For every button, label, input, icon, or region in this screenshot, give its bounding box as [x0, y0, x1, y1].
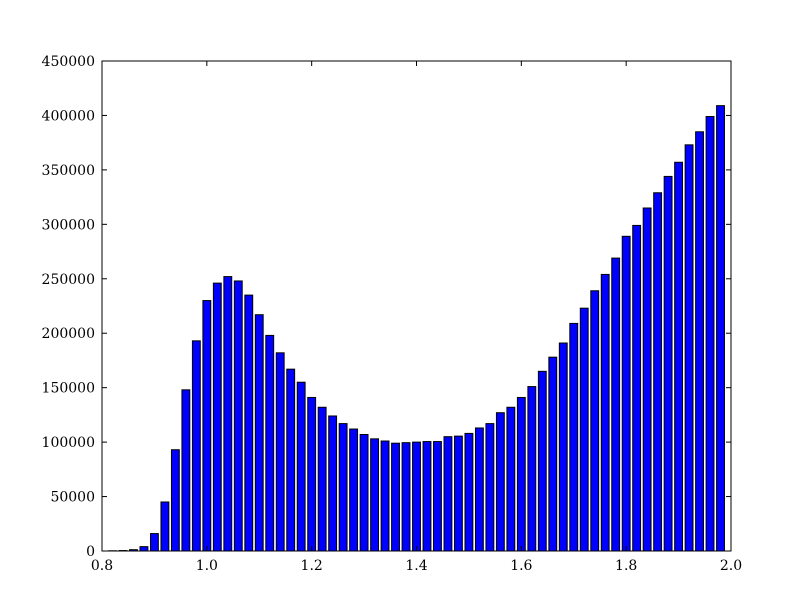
- bar: [632, 224, 642, 552]
- bar: [149, 533, 159, 552]
- bar: [265, 334, 275, 552]
- bar: [254, 314, 264, 552]
- bar: [380, 440, 390, 552]
- bar: [328, 415, 338, 552]
- bar: [401, 442, 411, 552]
- bar: [139, 546, 149, 552]
- bar: [443, 436, 453, 552]
- bar: [275, 352, 285, 552]
- bar: [485, 423, 495, 552]
- bar: [181, 389, 191, 552]
- bar: [212, 282, 222, 552]
- bar: [674, 161, 684, 552]
- bar: [464, 432, 474, 552]
- bar: [370, 438, 380, 552]
- bar: [422, 441, 432, 552]
- bar: [663, 175, 673, 552]
- y-tick-label: 400000: [42, 108, 95, 124]
- x-tick-label: 1.8: [615, 558, 637, 574]
- bars-group: [108, 105, 725, 552]
- bar: [170, 449, 180, 552]
- bar: [495, 412, 505, 552]
- bar: [191, 340, 201, 552]
- bar: [307, 396, 317, 552]
- bar: [684, 144, 694, 552]
- bar: [433, 441, 442, 552]
- bar: [516, 396, 526, 552]
- bar: [244, 294, 254, 552]
- bar: [569, 322, 579, 552]
- x-tick-label: 2.0: [720, 558, 742, 574]
- bar: [474, 427, 484, 552]
- bar: [642, 207, 652, 552]
- bar: [653, 192, 663, 552]
- bar: [412, 441, 421, 552]
- bar: [695, 131, 704, 552]
- bar: [716, 105, 725, 552]
- y-tick-label: 300000: [42, 217, 95, 233]
- bar: [391, 442, 400, 552]
- y-tick-label: 250000: [42, 272, 95, 288]
- bar: [296, 381, 306, 552]
- bar: [359, 433, 369, 552]
- y-tick-label: 150000: [42, 381, 95, 397]
- bar: [317, 406, 327, 552]
- x-tick-label: 0.8: [91, 558, 113, 574]
- bar: [349, 428, 359, 552]
- bar: [621, 235, 631, 552]
- bar: [537, 370, 547, 552]
- bar: [338, 423, 348, 552]
- x-tick-label: 1.2: [301, 558, 323, 574]
- bar: [223, 276, 233, 552]
- bar: [579, 307, 589, 552]
- x-tick-label: 1.6: [510, 558, 532, 574]
- tick-labels-group: 0.8 1.0 1.2 1.4 1.6 1.8 2.0 0 50000 100000 150000 2…: [42, 54, 743, 574]
- y-tick-label: 100000: [42, 435, 95, 451]
- y-tick-label: 50000: [50, 490, 95, 506]
- bar: [202, 300, 212, 552]
- bar: [506, 406, 516, 552]
- y-tick-label: 350000: [42, 163, 95, 179]
- bar: [233, 280, 243, 552]
- bar: [160, 501, 170, 552]
- bar: [548, 356, 558, 552]
- bar: [705, 116, 715, 552]
- bar: [600, 273, 610, 552]
- bar: [611, 257, 621, 552]
- axes-frame: [101, 60, 732, 552]
- bar: [558, 342, 568, 552]
- bar: [527, 386, 537, 552]
- bar: [590, 290, 600, 552]
- y-tick-label: 200000: [42, 326, 95, 342]
- bar: [286, 368, 296, 552]
- y-tick-label: 450000: [42, 54, 95, 70]
- x-tick-label: 1.4: [405, 558, 427, 574]
- y-tick-label: 0: [86, 544, 95, 560]
- x-tick-label: 1.0: [196, 558, 218, 574]
- bar: [454, 435, 463, 552]
